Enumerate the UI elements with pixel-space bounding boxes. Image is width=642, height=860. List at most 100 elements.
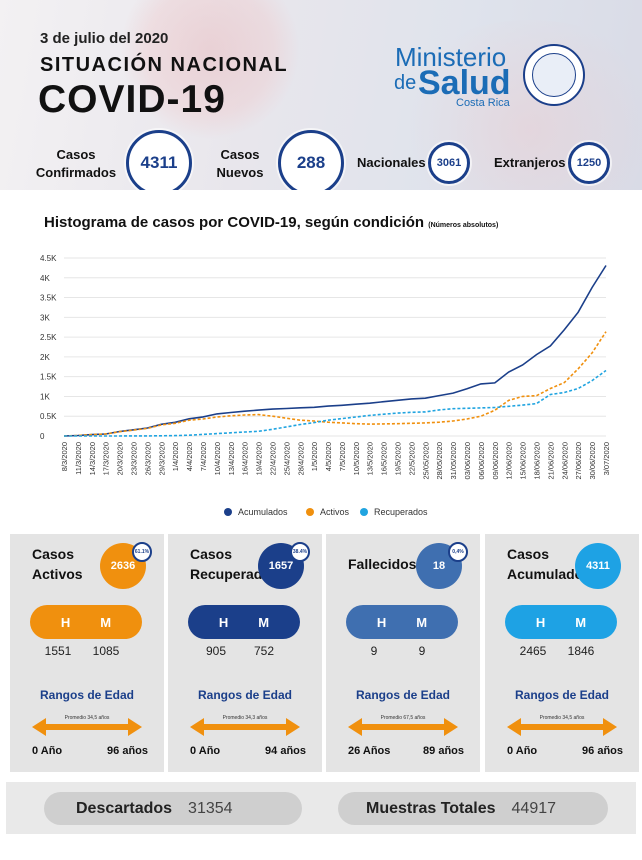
legend-recuperados-swatch (360, 508, 368, 516)
y-tick-label: 1.5K (40, 373, 57, 382)
double-arrow-icon (190, 718, 300, 736)
virus-illustration (120, 0, 300, 140)
nacionales-label: Nacionales (357, 155, 426, 170)
ministry-seal-icon (523, 44, 585, 106)
max-age: 94 años (265, 745, 306, 757)
x-tick-label: 20/3/2020 (116, 442, 125, 475)
histogram-chart: 0 0.5K 1K 1.5K 2K 2.5K 3K 3.5K 4K 4.5K 8/3/2020 11/… (40, 254, 611, 480)
card-title-line2: Acumulados (507, 566, 592, 582)
x-tick-label: 28/05/2020 (435, 442, 444, 480)
age-average: Promedio 34,5 años (539, 715, 585, 721)
h-value: 1551 (44, 644, 72, 658)
age-average: Promedio 67,5 años (380, 715, 426, 721)
x-tick-label: 4/5/2020 (324, 442, 333, 471)
logo-ministerio: Ministerio (395, 42, 507, 72)
x-tick-label: 11/3/2020 (74, 442, 83, 475)
x-tick-label: 27/06/2020 (574, 442, 583, 480)
card-title-line1: Casos (190, 546, 233, 562)
age-range-title: Rangos de Edad (514, 688, 609, 702)
logo-de: de (394, 72, 417, 94)
nuevos-label: Casos Nuevos (210, 146, 270, 182)
y-tick-label: 2K (40, 353, 50, 362)
age-average: Promedio 34,5 años (64, 715, 110, 721)
report-title: COVID-19 (38, 78, 226, 121)
nuevos-label-line2: Nuevos (216, 165, 264, 180)
min-age: 0 Año (190, 745, 221, 757)
y-tick-label: 0 (40, 432, 45, 441)
age-average: Promedio 34,3 años (222, 715, 268, 721)
card-value: 4311 (575, 543, 621, 589)
x-tick-label: 7/4/2020 (199, 442, 208, 471)
y-tick-label: 1K (40, 392, 50, 401)
chart-title: Histograma de casos por COVID-19, según … (44, 214, 498, 231)
chart-title-text: Histograma de casos por COVID-19, según … (44, 214, 425, 231)
header-banner: 3 de julio del 2020 SITUACIÓN NACIONAL C… (0, 0, 642, 190)
x-tick-label: 1/4/2020 (171, 442, 180, 471)
series-acumulados-line (63, 265, 607, 437)
double-arrow-icon (507, 718, 617, 736)
pill-m-label: M (416, 614, 428, 630)
logo-country: Costa Rica (456, 97, 510, 109)
x-tick-label: 21/06/2020 (546, 442, 555, 480)
pill-h-label: H (535, 614, 546, 630)
x-tick-label: 15/06/2020 (519, 442, 528, 480)
card-title-line1: Fallecidos (348, 556, 417, 572)
x-tick-label: 28/4/2020 (296, 442, 305, 475)
x-tick-label: 10/5/2020 (352, 442, 361, 475)
x-tick-label: 29/3/2020 (157, 442, 166, 475)
m-value: 1085 (92, 644, 120, 658)
x-tick-label: 26/3/2020 (143, 442, 152, 475)
x-tick-label: 14/3/2020 (88, 442, 97, 475)
y-tick-label: 4K (40, 274, 50, 283)
x-tick-label: 8/3/2020 (60, 442, 69, 471)
card-acumulados: Casos Acumulados 4311 H M 2465 1846 Rangos de E… (485, 534, 639, 772)
legend-activos: Activos (306, 507, 349, 517)
chart-subtitle: (Números absolutos) (428, 222, 499, 229)
h-value: 9 (370, 644, 378, 658)
x-tick-label: 22/4/2020 (268, 442, 277, 475)
card-title-line2: Activos (32, 566, 83, 582)
legend-activos-label: Activos (320, 507, 350, 517)
card-percentage: 61.1% (132, 542, 152, 562)
x-tick-label: 4/4/2020 (185, 442, 194, 471)
card-recuperados: Casos Recuperados 1657 38.4% H M 905 752 Rangos … (168, 534, 322, 772)
age-range-title: Rangos de Edad (197, 688, 292, 702)
double-arrow-icon (32, 718, 142, 736)
descartados-label: Descartados (76, 799, 173, 817)
max-age: 96 años (582, 745, 623, 757)
card-title-line1: Casos (32, 546, 75, 562)
pill-h-label: H (218, 614, 229, 630)
card-title: Casos Acumulados (507, 544, 591, 584)
card-fallecidos: Fallecidos 18 0,4% H M 9 9 Rangos de Edad Promed… (326, 534, 480, 772)
y-tick-label: 3K (40, 313, 50, 322)
nacionales-value: 3061 (428, 142, 470, 184)
max-age: 96 años (107, 745, 148, 757)
nuevos-value: 288 (278, 130, 344, 190)
x-tick-label: 18/06/2020 (533, 442, 542, 480)
min-age: 0 Año (32, 745, 63, 757)
card-percentage: 38.4% (290, 542, 310, 562)
x-tick-label: 19/5/2020 (394, 442, 403, 475)
nuevos-label-line1: Casos (220, 147, 260, 162)
report-date: 3 de julio del 2020 (40, 30, 169, 47)
x-tick-label: 30/06/2020 (588, 442, 597, 480)
x-tick-label: 13/4/2020 (227, 442, 236, 475)
min-age: 0 Año (507, 745, 538, 757)
min-age: 26 Años (348, 745, 391, 757)
card-title: Fallecidos (348, 554, 416, 574)
series-activos-line (63, 331, 607, 437)
confirmados-label: Casos Confirmados (30, 146, 122, 182)
card-title-line1: Casos (507, 546, 550, 562)
seal-map-icon (532, 53, 576, 97)
x-tick-label: 24/06/2020 (560, 442, 569, 480)
pill-m-label: M (575, 614, 587, 630)
x-tick-label: 25/05/2020 (421, 442, 430, 480)
pill-m-label: M (258, 614, 270, 630)
pill-h-label: H (376, 614, 387, 630)
descartados-pill: Descartados 31354 (44, 792, 302, 825)
card-title: Casos Recuperados (190, 544, 279, 584)
y-tick-label: 4.5K (40, 254, 57, 263)
m-value: 752 (253, 644, 275, 658)
